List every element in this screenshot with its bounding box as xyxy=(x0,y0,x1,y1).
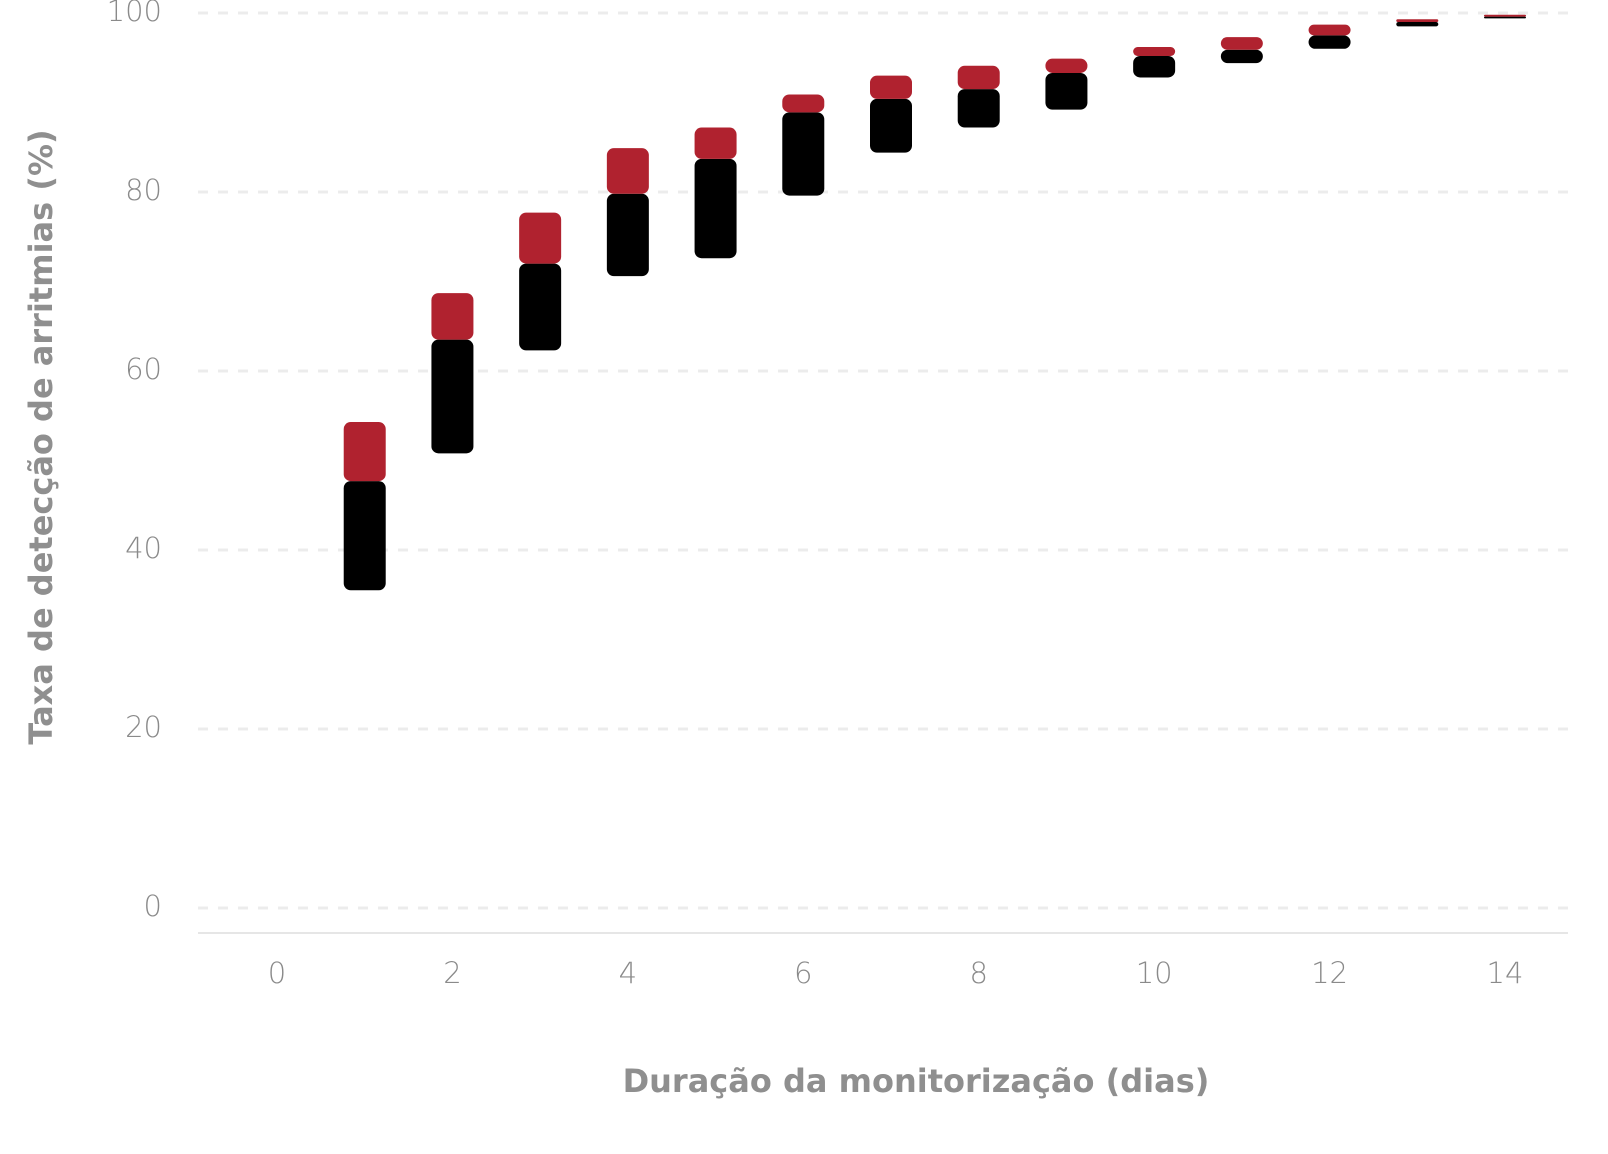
bar-low-segment xyxy=(343,481,386,591)
bar-low-segment xyxy=(782,112,825,196)
bar-high-segment xyxy=(1133,47,1176,56)
x-tick-label: 4 xyxy=(619,956,637,990)
y-tick-label: 80 xyxy=(125,173,162,207)
x-axis-title: Duração da monitorização (dias) xyxy=(623,1062,1210,1100)
x-tick-label: 6 xyxy=(794,956,812,990)
bar-low-segment xyxy=(957,89,1000,128)
bar-high-segment xyxy=(431,293,474,340)
bar-low-segment xyxy=(1220,49,1263,64)
bar-high-segment xyxy=(1045,58,1088,73)
bar-high-segment xyxy=(870,75,912,99)
x-tick-label: 0 xyxy=(268,956,286,990)
y-tick-label: 20 xyxy=(125,710,162,744)
bar-high-segment xyxy=(782,94,825,113)
bar-low-segment xyxy=(1396,21,1439,27)
bar-high-segment xyxy=(694,127,737,159)
bar-low-segment xyxy=(431,339,474,454)
bar-high-segment xyxy=(1396,19,1439,22)
bar-high-segment xyxy=(1308,24,1351,36)
bar-high-segment xyxy=(606,148,649,194)
x-tick-label: 14 xyxy=(1487,956,1524,990)
bar-low-segment xyxy=(1308,35,1351,49)
bar-high-segment xyxy=(519,212,562,264)
bar-low-segment xyxy=(870,98,912,153)
bar-high-segment xyxy=(1484,14,1526,17)
x-tick-label: 2 xyxy=(443,956,461,990)
bar-high-segment xyxy=(1220,37,1263,50)
x-tick-label: 8 xyxy=(969,956,987,990)
bar-high-segment xyxy=(343,422,386,482)
x-tick-label: 10 xyxy=(1136,956,1173,990)
bar-low-segment xyxy=(1133,55,1176,78)
bar-low-segment xyxy=(519,263,562,351)
y-tick-label: 40 xyxy=(125,531,162,565)
bar-low-segment xyxy=(1484,16,1526,19)
y-tick-label: 0 xyxy=(144,889,162,923)
y-tick-label: 60 xyxy=(125,352,162,386)
bar-low-segment xyxy=(1045,72,1088,110)
x-tick-label: 12 xyxy=(1311,956,1348,990)
y-axis-title: Taxa de detecção de arritmias (%) xyxy=(22,129,60,744)
bar-high-segment xyxy=(957,65,1000,90)
bar-low-segment xyxy=(694,158,737,259)
y-tick-label: 100 xyxy=(107,0,162,28)
bar-low-segment xyxy=(606,193,649,277)
